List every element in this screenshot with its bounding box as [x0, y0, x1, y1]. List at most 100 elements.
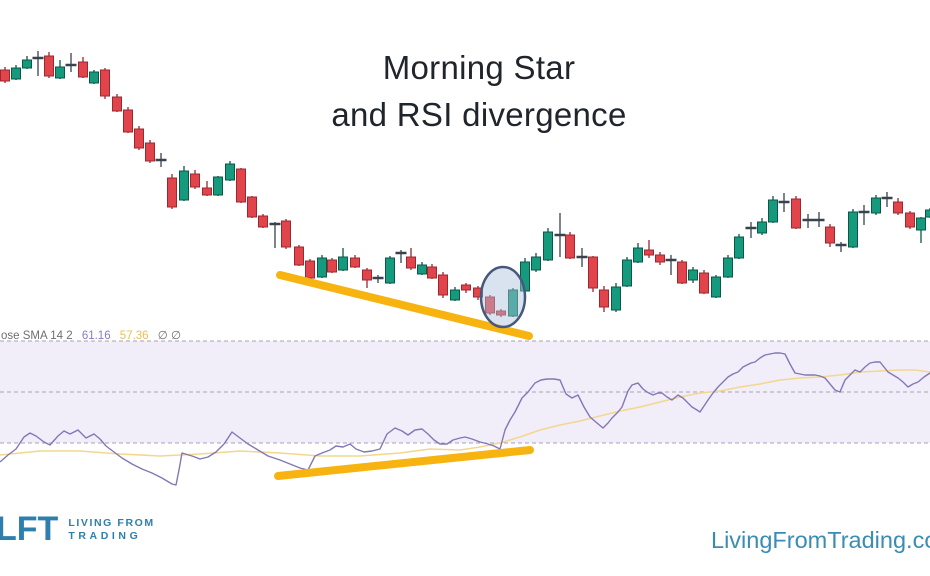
- bull-candle-body: [757, 221, 767, 234]
- bull-candle-body: [688, 269, 698, 281]
- bull-candle-body: [22, 59, 32, 69]
- bull-candle-body: [723, 257, 733, 278]
- brand-logo-acronym: LFT: [0, 510, 59, 548]
- bear-candle-body: [644, 249, 654, 256]
- doji-body: [745, 226, 757, 230]
- bear-candle-body: [294, 246, 304, 266]
- bear-candle-body: [905, 212, 915, 228]
- bear-candle-body: [190, 173, 200, 188]
- bull-candle-body: [417, 264, 427, 275]
- rsi-sma-value: 57.36: [119, 330, 149, 342]
- bull-candle-body: [711, 276, 721, 298]
- bull-candle-body: [385, 257, 395, 284]
- bear-candle-body: [327, 259, 337, 273]
- bull-candle-body: [338, 256, 348, 271]
- morning-star-highlight: [479, 265, 527, 329]
- bull-candle-body: [633, 247, 643, 263]
- price-trendline: [276, 271, 533, 340]
- bear-candle-body: [565, 234, 575, 259]
- bear-candle-body: [0, 69, 10, 82]
- bear-candle-body: [134, 128, 144, 149]
- rsi-indicator-name: ose SMA 14 2: [1, 330, 73, 342]
- chart-title: Morning Star and RSI divergence: [14, 44, 930, 138]
- bull-candle-body: [848, 211, 858, 248]
- brand-logo-line1: LIVING FROM: [68, 516, 155, 529]
- bear-candle-body: [258, 215, 268, 228]
- bull-candle-body: [734, 236, 744, 259]
- doji-body: [813, 218, 825, 222]
- bull-candle-body: [768, 199, 778, 223]
- bear-candle-body: [438, 274, 448, 296]
- website-link: LivingFromTrading.com: [711, 527, 930, 553]
- bull-candle-body: [916, 217, 926, 231]
- chart-title-line1: Morning Star: [382, 49, 576, 86]
- doji-body: [372, 276, 384, 280]
- rsi-indicator-label: ose SMA 14 2 61.16 57.36 ∅ ∅: [1, 329, 187, 343]
- bull-candle-body: [543, 231, 553, 261]
- rsi-label-suffix-icons: ∅ ∅: [157, 330, 182, 342]
- rsi-trendline: [274, 446, 534, 480]
- bear-candle-body: [350, 257, 360, 268]
- bear-candle-body: [791, 198, 801, 229]
- doji-body: [881, 196, 893, 200]
- brand-logo-words: LIVING FROM TRADING: [68, 517, 154, 543]
- bear-candle-body: [281, 220, 291, 248]
- bull-candle-body: [89, 71, 99, 84]
- bear-candle-body: [677, 261, 687, 284]
- bear-candle-body: [599, 289, 609, 308]
- brand-logo: LFT LIVING FROM TRADING: [0, 510, 155, 549]
- bear-candle-body: [406, 256, 416, 269]
- bear-candle-body: [247, 196, 257, 218]
- bear-candle-body: [473, 287, 483, 298]
- bull-candle-body: [450, 289, 460, 301]
- bull-candle-body: [225, 163, 235, 181]
- rsi-sma-line: [0, 369, 930, 457]
- bear-candle-body: [100, 69, 110, 97]
- bear-candle-body: [893, 201, 903, 214]
- doji-body: [155, 158, 167, 162]
- chart-title-line2: and RSI divergence: [331, 96, 627, 133]
- doji-body: [858, 210, 870, 214]
- brand-logo-line2: TRADING: [68, 529, 142, 542]
- bear-candle-body: [496, 310, 506, 316]
- bull-candle-body: [317, 257, 327, 278]
- doji-body: [65, 63, 77, 67]
- bear-candle-body: [588, 256, 598, 289]
- bear-candle-body: [145, 142, 155, 162]
- bear-candle-body: [485, 296, 495, 314]
- bear-candle-body: [655, 254, 665, 263]
- bear-candle-body: [44, 55, 54, 77]
- rsi-line: [0, 352, 930, 486]
- doji-body: [269, 222, 281, 226]
- bull-candle-body: [508, 289, 518, 317]
- doji-body: [32, 56, 44, 60]
- doji-body: [576, 255, 588, 259]
- bear-candle-body: [461, 284, 471, 291]
- bear-candle-body: [123, 109, 133, 133]
- bear-candle-body: [825, 226, 835, 244]
- bear-candle-body: [427, 266, 437, 279]
- bear-candle-body: [699, 272, 709, 294]
- bull-candle-body: [213, 176, 223, 196]
- bear-candle-body: [78, 61, 88, 78]
- bull-candle-body: [622, 259, 632, 287]
- doji-body: [835, 243, 847, 247]
- doji-body: [778, 200, 790, 204]
- bull-candle-body: [55, 66, 65, 79]
- bear-candle-body: [362, 269, 372, 281]
- bull-candle-body: [11, 67, 21, 80]
- doji-body: [554, 233, 566, 237]
- bear-candle-body: [202, 187, 212, 196]
- bull-candle-body: [179, 170, 189, 201]
- bear-candle-body: [236, 168, 246, 203]
- bear-candle-body: [167, 177, 177, 208]
- bull-candle-body: [611, 286, 621, 311]
- doji-body: [395, 251, 407, 255]
- bull-candle-body: [925, 209, 930, 218]
- bull-candle-body: [531, 256, 541, 271]
- bear-candle-body: [112, 96, 122, 112]
- bear-candle-body: [305, 260, 315, 279]
- doji-body: [665, 258, 677, 262]
